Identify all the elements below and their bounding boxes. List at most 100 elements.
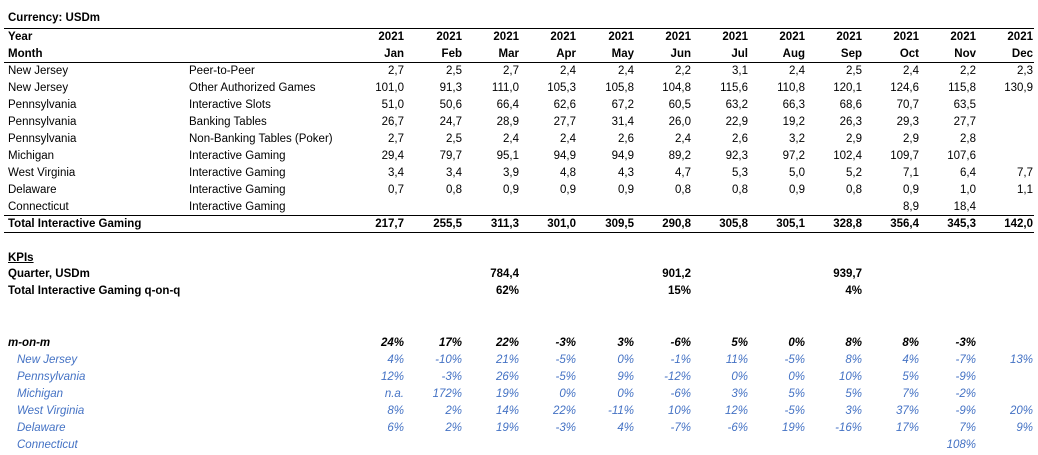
year-label: Year (8, 31, 33, 43)
mom-mar: 22% (495, 337, 519, 349)
product-cell: Interactive Slots (189, 99, 271, 111)
value-oct: 2,4 (903, 65, 919, 77)
table-row: Connecticut Interactive Gaming 8,9 18,4 (0, 199, 1038, 216)
total-label: Total Interactive Gaming (8, 218, 142, 230)
total-bottom-border (4, 232, 1034, 233)
year-may: 2021 (608, 31, 634, 43)
quarter-jun: 901,2 (662, 268, 691, 280)
value-jan: 0,7 (388, 184, 404, 196)
table-row: New Jersey Peer-to-Peer 2,7 2,5 2,7 2,4 2,4 2,2… (0, 63, 1038, 80)
value-feb: 91,3 (439, 82, 462, 94)
mom-state-name: Pennsylvania (17, 371, 86, 383)
value-aug: 110,8 (777, 82, 805, 94)
value-nov: 18,4 (953, 201, 976, 213)
value-mar: 2,4 (503, 133, 519, 145)
value-jan: 2,7 (388, 65, 404, 77)
value-mar: 2,7 (503, 65, 519, 77)
year-jul: 2021 (722, 31, 748, 43)
year-sep: 2021 (836, 31, 862, 43)
value-oct: 7,1 (903, 167, 919, 179)
value-jun: 0,8 (675, 184, 691, 196)
mom-state-sep: 5% (845, 388, 862, 400)
mom-state-apr: -3% (555, 422, 576, 434)
state-cell: Michigan (8, 150, 55, 162)
mom-state-aug: 0% (788, 371, 805, 383)
state-cell: Pennsylvania (8, 99, 77, 111)
value-jan: 29,4 (381, 150, 404, 162)
total-row: Total Interactive Gaming 217,7 255,5 311,3 3… (0, 216, 1038, 233)
total-mar: 311,3 (490, 218, 519, 230)
table-row: New Jersey Other Authorized Games 101,0 91,… (0, 80, 1038, 97)
table-row: Pennsylvania Banking Tables 26,7 24,7 28,9 27… (0, 114, 1038, 131)
value-oct: 0,9 (903, 184, 919, 196)
mom-apr: -3% (555, 337, 576, 349)
value-dec: 7,7 (1017, 167, 1033, 179)
value-nov: 27,7 (953, 116, 976, 128)
value-jan: 101,0 (375, 82, 404, 94)
mom-state-mar: 21% (495, 354, 519, 366)
mom-state-sep: 10% (838, 371, 862, 383)
state-cell: Pennsylvania (8, 116, 77, 128)
currency-label: Currency: USDm (8, 12, 101, 24)
mom-state-jul: 0% (731, 371, 748, 383)
value-jun: 4,7 (675, 167, 691, 179)
mom-state-may: 0% (617, 354, 634, 366)
value-jul: 92,3 (725, 150, 748, 162)
mom-jul: 5% (731, 337, 748, 349)
value-jul: 5,3 (732, 167, 748, 179)
value-nov: 6,4 (960, 167, 976, 179)
mom-state-apr: 0% (559, 388, 576, 400)
value-oct: 29,3 (896, 116, 919, 128)
value-aug: 3,2 (789, 133, 805, 145)
state-cell: Delaware (8, 184, 57, 196)
mom-state-apr: -5% (555, 371, 576, 383)
quarter-mar: 784,4 (490, 268, 519, 280)
mom-state-oct: 17% (895, 422, 919, 434)
value-mar: 95,1 (496, 150, 519, 162)
value-feb: 50,6 (439, 99, 462, 111)
mom-state-jan: 8% (387, 405, 404, 417)
state-cell: New Jersey (8, 65, 69, 77)
value-oct: 8,9 (903, 201, 919, 213)
value-nov: 2,2 (960, 65, 976, 77)
month-row: Month Jan Feb Mar Apr May Jun Jul Aug Sep Oct Nov De… (0, 46, 1038, 63)
state-cell: Pennsylvania (8, 133, 77, 145)
value-apr: 0,9 (560, 184, 576, 196)
quarter-row: Quarter, USDm 784,4 901,2 939,7 (0, 266, 1038, 283)
month-jun: Jun (670, 48, 691, 60)
year-apr: 2021 (550, 31, 576, 43)
mom-state-feb: 172% (432, 388, 462, 400)
month-may: May (611, 48, 634, 60)
mom-state-name: Connecticut (17, 439, 78, 451)
value-jan: 26,7 (381, 116, 404, 128)
product-cell: Interactive Gaming (189, 150, 286, 162)
value-feb: 3,4 (446, 167, 462, 179)
mom-state-jan: 6% (387, 422, 404, 434)
value-jul: 22,9 (725, 116, 748, 128)
mom-state-may: 0% (617, 388, 634, 400)
total-jun: 290,8 (662, 218, 691, 230)
year-row: Year 2021 2021 2021 2021 2021 2021 2021 2021 2021… (0, 29, 1038, 46)
mom-state-may: 9% (617, 371, 634, 383)
state-cell: New Jersey (8, 82, 69, 94)
mom-state-nov: -2% (955, 388, 976, 400)
mom-state-aug: 19% (781, 422, 805, 434)
mom-state-feb: -3% (441, 371, 462, 383)
mom-state-aug: -5% (784, 405, 805, 417)
month-sep: Sep (840, 48, 862, 60)
value-nov: 63,5 (953, 99, 976, 111)
year-jun: 2021 (665, 31, 691, 43)
month-jul: Jul (731, 48, 748, 60)
value-apr: 62,6 (553, 99, 576, 111)
mom-state-jan: 12% (380, 371, 404, 383)
value-aug: 19,2 (782, 116, 805, 128)
mom-label: m-on-m (8, 337, 51, 349)
table-row: Pennsylvania Non-Banking Tables (Poker) 2,… (0, 131, 1038, 148)
qoq-row: Total Interactive Gaming q-on-q 62% 15% 4% (0, 283, 1038, 300)
value-may: 2,6 (618, 133, 634, 145)
mom-state-oct: 5% (902, 371, 919, 383)
table-row: Pennsylvania Interactive Slots 51,0 50,6 66,… (0, 97, 1038, 114)
value-may: 4,3 (618, 167, 634, 179)
mom-jun: -6% (670, 337, 691, 349)
value-mar: 3,9 (503, 167, 519, 179)
